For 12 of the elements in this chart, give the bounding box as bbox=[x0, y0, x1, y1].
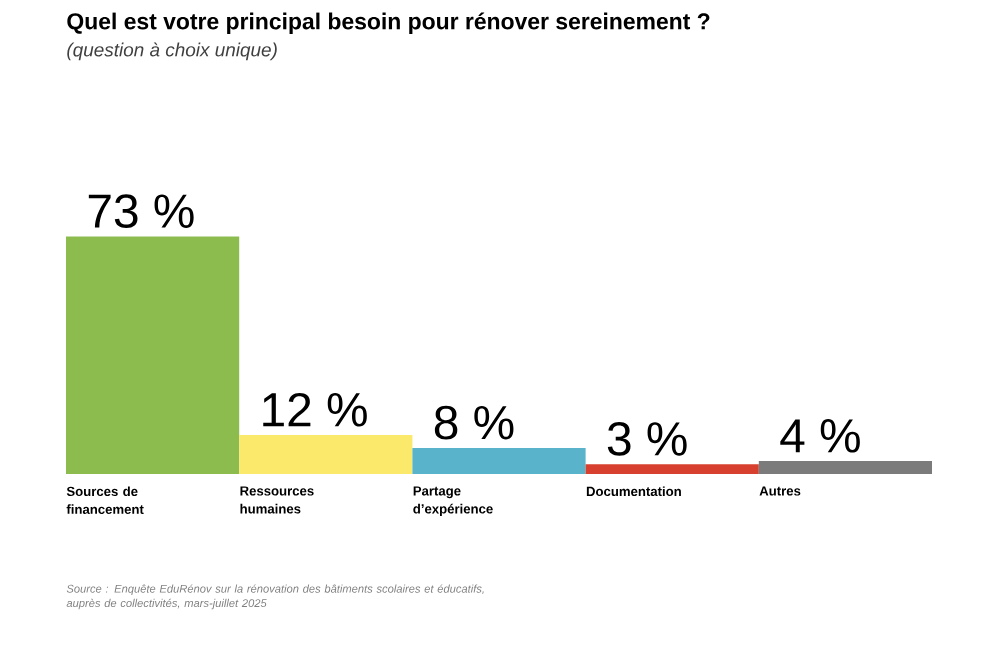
bar bbox=[758, 460, 933, 474]
bar bbox=[66, 236, 240, 474]
bar bbox=[585, 464, 759, 474]
data-label: 3 % bbox=[607, 422, 687, 456]
data-label: 4 % bbox=[780, 419, 860, 453]
bar bbox=[412, 447, 586, 474]
data-label: 12 % bbox=[263, 392, 367, 427]
bar bbox=[239, 434, 413, 474]
data-label: 73 % bbox=[88, 194, 194, 229]
chart-title: Quel est votre principal besoin pour rénover sereinement ? bbox=[67, 12, 710, 34]
chart-subtitle: (question à choix unique) bbox=[67, 42, 277, 61]
data-label: 8 % bbox=[434, 405, 514, 440]
